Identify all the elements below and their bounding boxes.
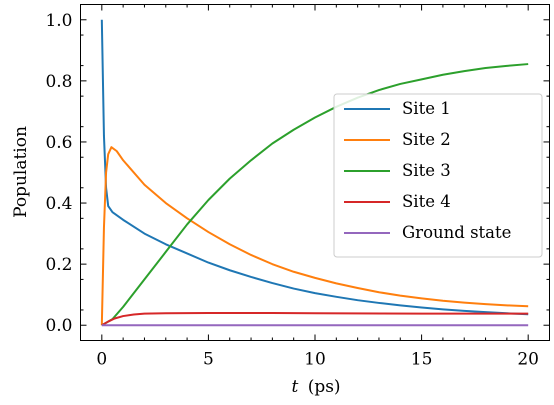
legend-label: Site 2 — [402, 130, 451, 149]
y-tick-label: 0.0 — [45, 316, 72, 336]
ticks-layer: 0 5 10 15 20 0.0 0.2 0.4 0.6 0.8 1.0 — [45, 4, 550, 370]
y-tick-label: 1.0 — [45, 11, 72, 31]
y-tick-label: 0.8 — [45, 72, 72, 92]
x-tick-label: 0 — [96, 350, 107, 370]
y-tick-label: 0.6 — [45, 133, 72, 153]
x-axis-label-variable: t — [291, 377, 298, 397]
x-axis-label-unit: (ps) — [308, 377, 341, 397]
x-tick-label: 10 — [304, 350, 326, 370]
x-axis-label: t (ps) — [291, 377, 340, 397]
legend-label: Site 3 — [402, 161, 451, 180]
series-layer — [100, 19, 529, 327]
legend-box — [333, 93, 543, 258]
x-tick-label: 5 — [203, 350, 214, 370]
series-line-2 — [100, 146, 529, 326]
legend: Site 1 Site 2 Site 3 Site 4 Ground state — [333, 93, 543, 258]
series-line-4 — [101, 312, 529, 327]
y-axis-label: Population — [11, 126, 31, 218]
series-line-3 — [101, 63, 529, 327]
legend-label: Ground state — [402, 223, 511, 242]
x-tick-label: 20 — [517, 350, 539, 370]
legend-label: Site 1 — [402, 99, 451, 118]
y-tick-label: 0.2 — [45, 255, 72, 275]
y-tick-label: 0.4 — [45, 194, 72, 214]
series-line-1 — [100, 19, 529, 316]
x-tick-label: 15 — [411, 350, 433, 370]
legend-label: Site 4 — [402, 192, 451, 211]
